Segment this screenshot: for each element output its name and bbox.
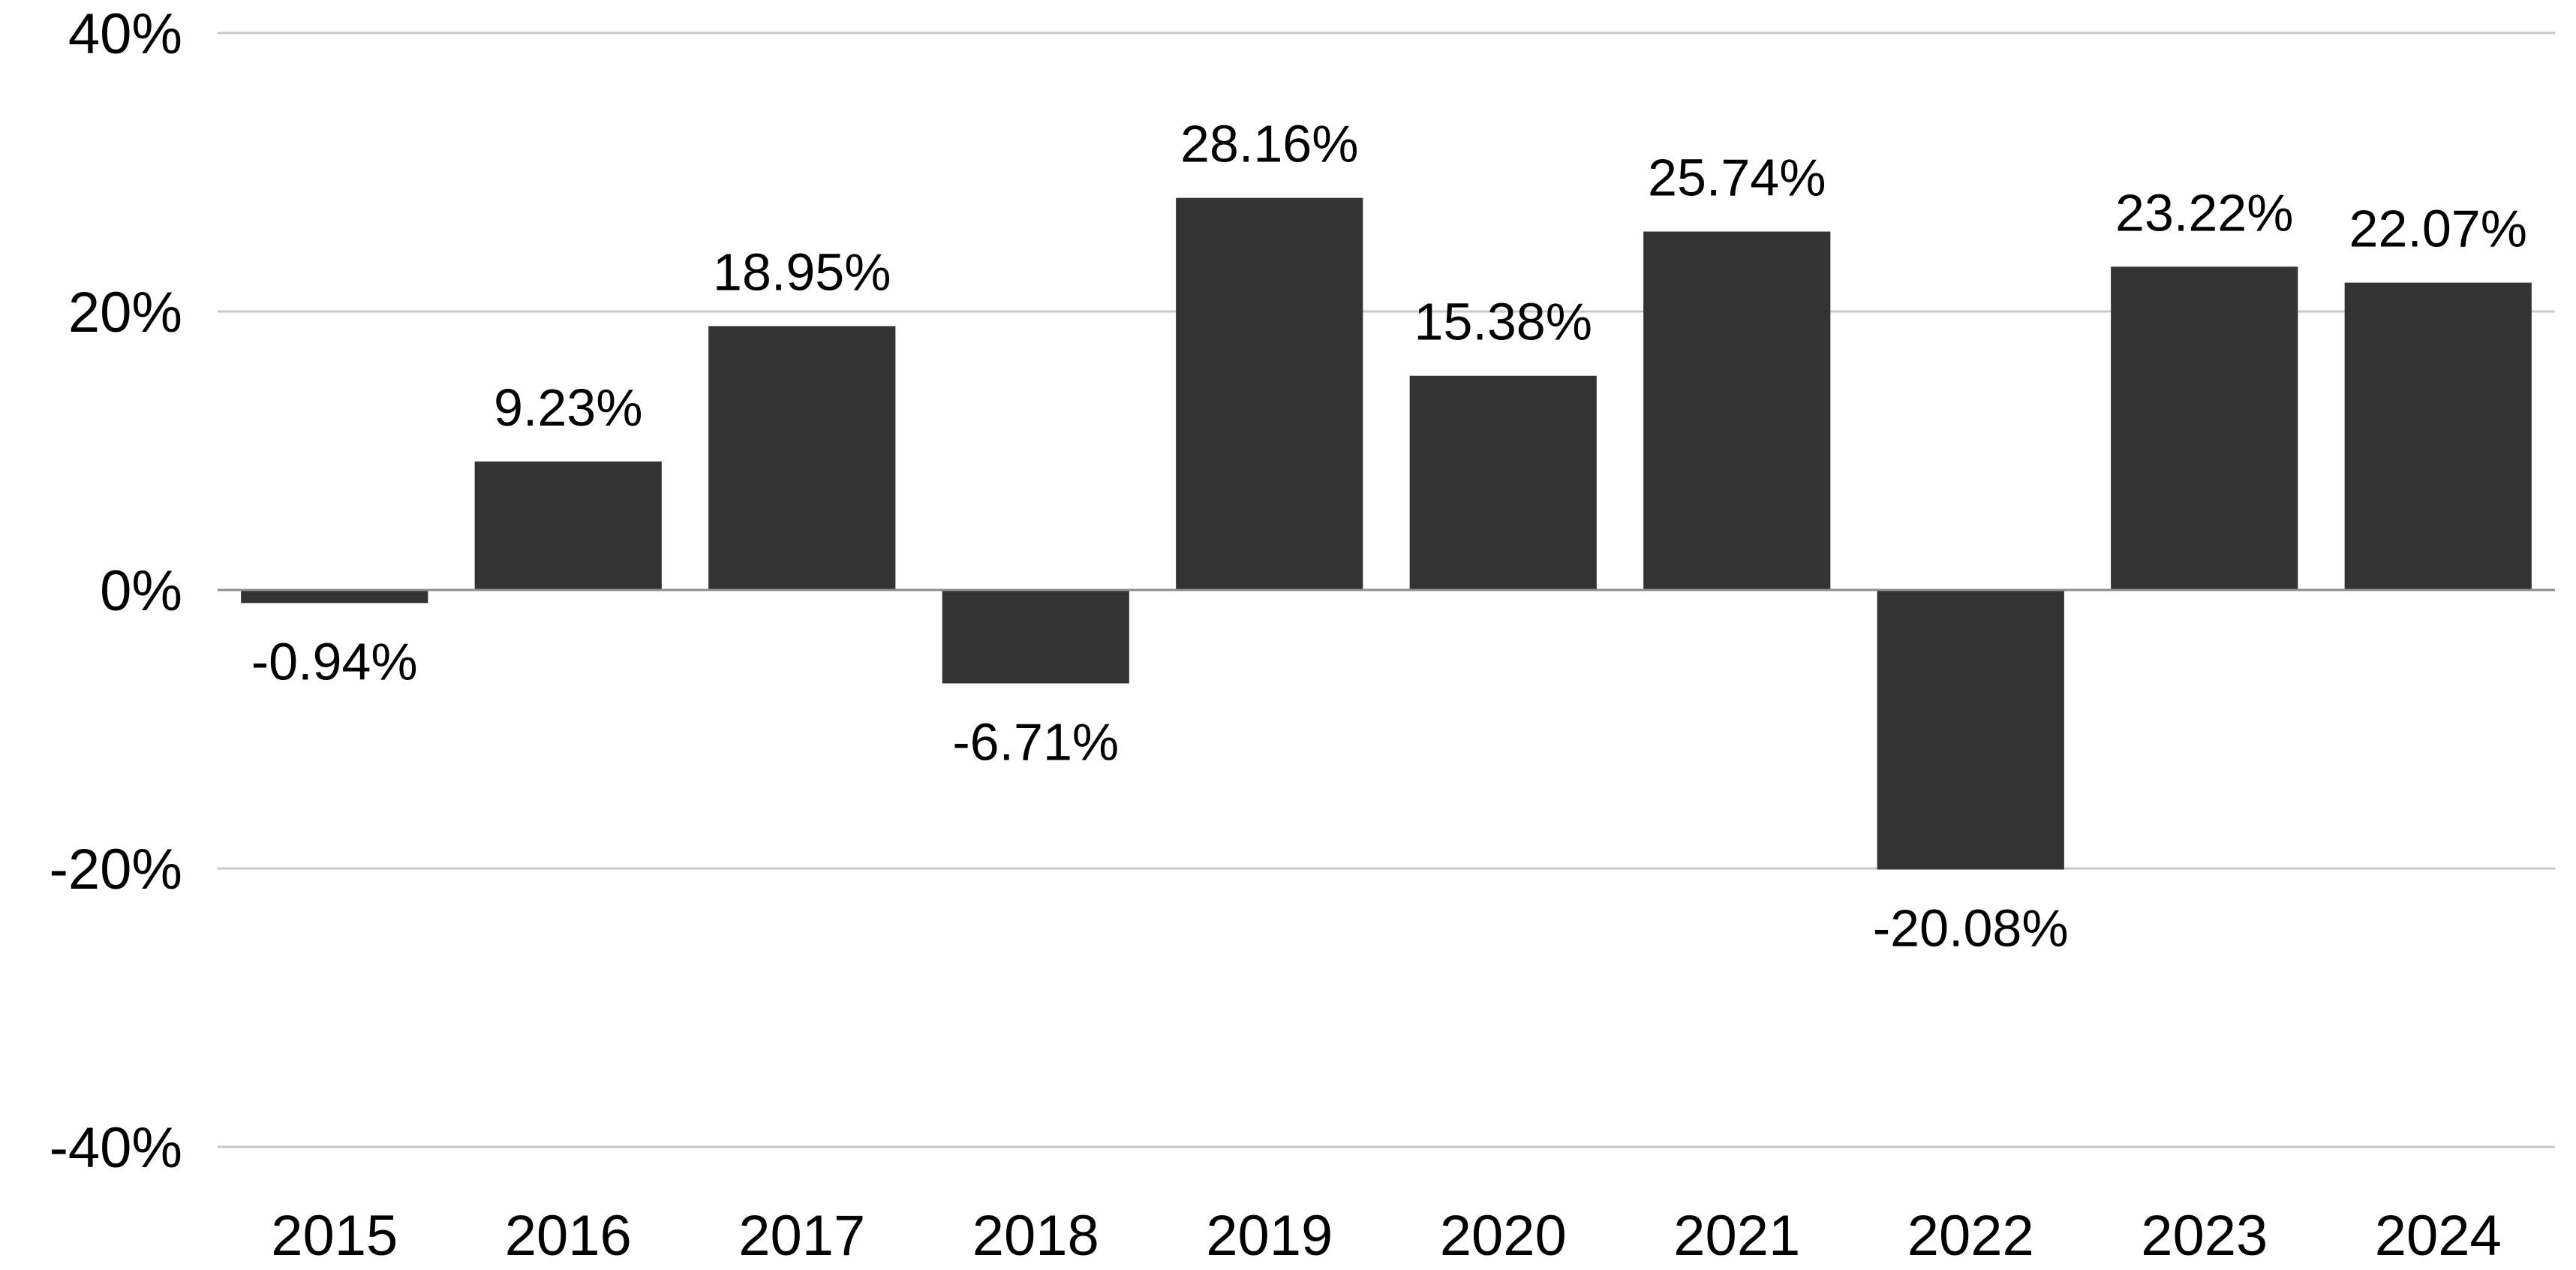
x-axis-category-labels: 2015 2016 2017 2018 2019 2020 2021 2022 2023 2024: [271, 1204, 2502, 1268]
bar-2020: [1409, 375, 1597, 590]
data-label-2016: 9.23%: [494, 378, 642, 437]
bar-2023: [2111, 266, 2298, 590]
data-label-2023: 23.22%: [2115, 183, 2293, 242]
y-tick-label: -40%: [50, 1116, 182, 1180]
x-tick-label: 2020: [1440, 1204, 1567, 1268]
y-tick-label: 20%: [68, 281, 182, 345]
y-tick-label: 40%: [68, 2, 182, 66]
y-axis-tick-labels: 40% 20% 0% -20% -40%: [50, 2, 182, 1180]
data-label-2020: 15.38%: [1414, 293, 1592, 351]
data-labels: -0.94% 9.23% 18.95% -6.71% 28.16% 15.38% 25.74…: [251, 115, 2527, 958]
data-label-2017: 18.95%: [713, 242, 891, 301]
bar-2024: [2344, 282, 2532, 590]
x-tick-label: 2021: [1673, 1204, 1800, 1268]
bars: [241, 197, 2532, 870]
x-tick-label: 2023: [2141, 1204, 2268, 1268]
x-tick-label: 2017: [738, 1204, 865, 1268]
x-tick-label: 2015: [271, 1204, 398, 1268]
y-tick-label: -20%: [50, 838, 182, 901]
y-tick-label: 0%: [100, 559, 182, 623]
data-label-2022: -20.08%: [1873, 898, 2069, 957]
data-label-2018: -6.71%: [952, 712, 1119, 771]
data-label-2021: 25.74%: [1648, 149, 1826, 207]
bar-2022: [1877, 590, 2064, 870]
bar-2018: [942, 590, 1129, 684]
data-label-2024: 22.07%: [2349, 200, 2527, 258]
x-tick-label: 2019: [1206, 1204, 1333, 1268]
x-tick-label: 2018: [972, 1204, 1099, 1268]
bar-2017: [708, 326, 896, 590]
bar-2015: [241, 590, 428, 603]
data-label-2019: 28.16%: [1180, 115, 1358, 173]
bar-2016: [474, 461, 662, 590]
bar-2019: [1176, 197, 1363, 591]
data-label-2015: -0.94%: [251, 632, 418, 691]
bar-2021: [1643, 231, 1831, 590]
x-tick-label: 2024: [2375, 1204, 2502, 1268]
x-tick-label: 2022: [1907, 1204, 2034, 1268]
x-tick-label: 2016: [505, 1204, 632, 1268]
